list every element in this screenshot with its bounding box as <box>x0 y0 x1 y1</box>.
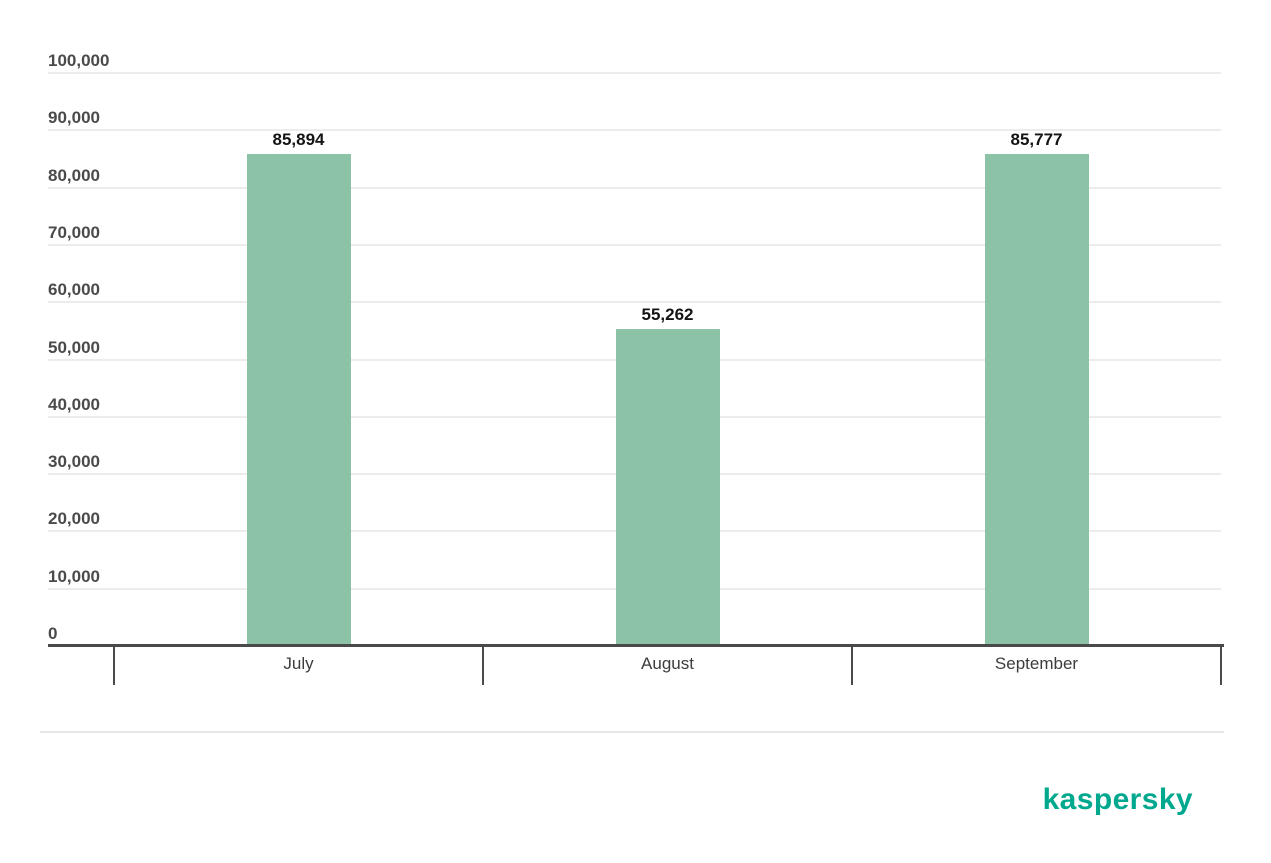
x-axis-tick <box>113 647 115 685</box>
gridline <box>48 72 1221 74</box>
y-axis-tick-label: 60,000 <box>48 280 100 300</box>
y-axis-tick-label: 70,000 <box>48 222 100 242</box>
x-axis-category-label-september: September <box>994 654 1079 673</box>
y-axis-tick-label: 80,000 <box>48 165 100 185</box>
kaspersky-logo: kaspersky <box>1042 783 1193 816</box>
bar-value-label-august: 55,262 <box>641 305 694 325</box>
bar-value-label-july: 85,894 <box>272 129 325 149</box>
gridline <box>48 243 1221 246</box>
y-axis-tick-label: 40,000 <box>48 394 100 414</box>
y-axis-tick-label: 20,000 <box>48 509 100 529</box>
footer-divider <box>40 731 1224 733</box>
bar-august <box>615 329 720 646</box>
y-axis-tick-label: 50,000 <box>48 337 100 357</box>
x-axis-line <box>48 644 1224 647</box>
gridline <box>48 129 1221 132</box>
bar-july <box>246 153 351 646</box>
gridline <box>48 186 1221 189</box>
y-axis-tick-label: 10,000 <box>48 566 100 586</box>
y-axis-tick-label: 0 <box>48 624 58 643</box>
gridline <box>48 301 1221 304</box>
x-axis-tick <box>1220 647 1222 685</box>
bar-value-label-september: 85,777 <box>1010 130 1063 150</box>
y-axis-tick-label: 30,000 <box>48 452 100 472</box>
x-axis-category-label-july: July <box>283 654 314 673</box>
bar-september <box>984 154 1089 646</box>
x-axis-tick <box>482 647 484 685</box>
y-axis-tick-label: 90,000 <box>48 108 100 128</box>
x-axis-category-label-august: August <box>641 654 694 673</box>
x-axis-tick <box>851 647 853 685</box>
y-axis-tick-label: 100,000 <box>48 51 110 70</box>
